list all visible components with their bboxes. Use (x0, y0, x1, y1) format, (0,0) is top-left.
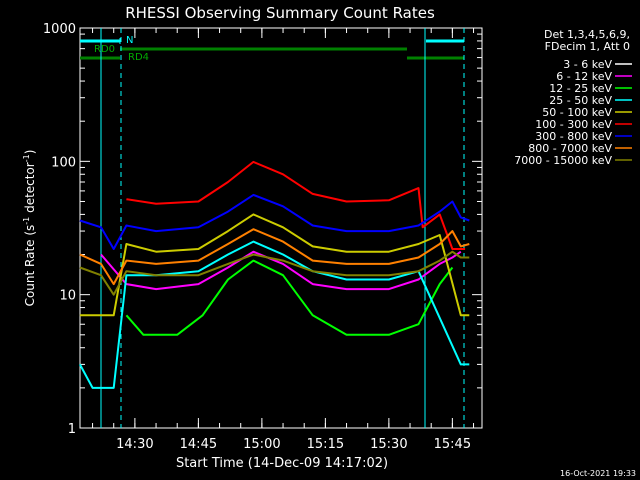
x-axis-label: Start Time (14-Dec-09 14:17:02) (176, 456, 388, 471)
y-axis-label: Count Rate (s-1 detector-1) (22, 150, 37, 307)
mode-lines: RD0 N RD4 (80, 35, 464, 63)
legend-label: 12 - 25 keV (549, 82, 612, 95)
series-line (126, 160, 466, 250)
series-line (79, 250, 470, 296)
legend-label: 6 - 12 keV (556, 70, 612, 83)
y-tick-label: 1 (68, 422, 76, 437)
legend-header-2: FDecim 1, Att 0 (545, 40, 630, 53)
x-tick-label: 15:45 (434, 437, 471, 452)
legend-label: 50 - 100 keV (542, 106, 612, 119)
series-line (79, 240, 470, 389)
legend: Det 1,3,4,5,6,9, FDecim 1, Att 0 3 - 6 k… (514, 28, 632, 167)
legend-label: 25 - 50 keV (549, 94, 612, 107)
y-axis-ticks: 1 10 100 1000 (43, 22, 482, 437)
x-tick-label: 15:15 (307, 437, 344, 452)
rd4-label: RD4 (128, 52, 149, 63)
legend-header-1: Det 1,3,4,5,6,9, (544, 28, 630, 41)
rd0-label: RD0 (94, 44, 115, 55)
svg-text:Count Rate (s-1 detector-1): Count Rate (s-1 detector-1) (22, 150, 37, 307)
n-label: N (126, 35, 133, 46)
footer-timestamp: 16-Oct-2021 19:33 (560, 469, 636, 478)
legend-label: 7000 - 15000 keV (514, 154, 612, 167)
x-tick-label: 14:30 (116, 437, 153, 452)
legend-label: 300 - 800 keV (535, 130, 612, 143)
plot-frame (79, 27, 483, 429)
series-line (79, 213, 470, 317)
series-group (79, 160, 470, 389)
y-tick-label: 1000 (43, 22, 76, 37)
y-tick-label: 100 (51, 155, 76, 170)
series-line (100, 250, 462, 291)
legend-label: 100 - 300 keV (535, 118, 612, 131)
x-tick-label: 15:30 (370, 437, 407, 452)
series-line (79, 228, 470, 286)
chart-title: RHESSI Observing Summary Count Rates (125, 4, 435, 22)
series-line (79, 193, 470, 250)
series-line (125, 263, 462, 317)
series-line (125, 259, 454, 336)
x-tick-label: 14:45 (180, 437, 217, 452)
y-tick-label: 10 (59, 289, 76, 304)
legend-label: 800 - 7000 keV (528, 142, 612, 155)
legend-label: 3 - 6 keV (563, 58, 612, 71)
x-tick-label: 15:00 (243, 437, 280, 452)
x-axis-ticks: 14:30 14:45 15:00 15:15 15:30 15:45 (92, 28, 475, 452)
